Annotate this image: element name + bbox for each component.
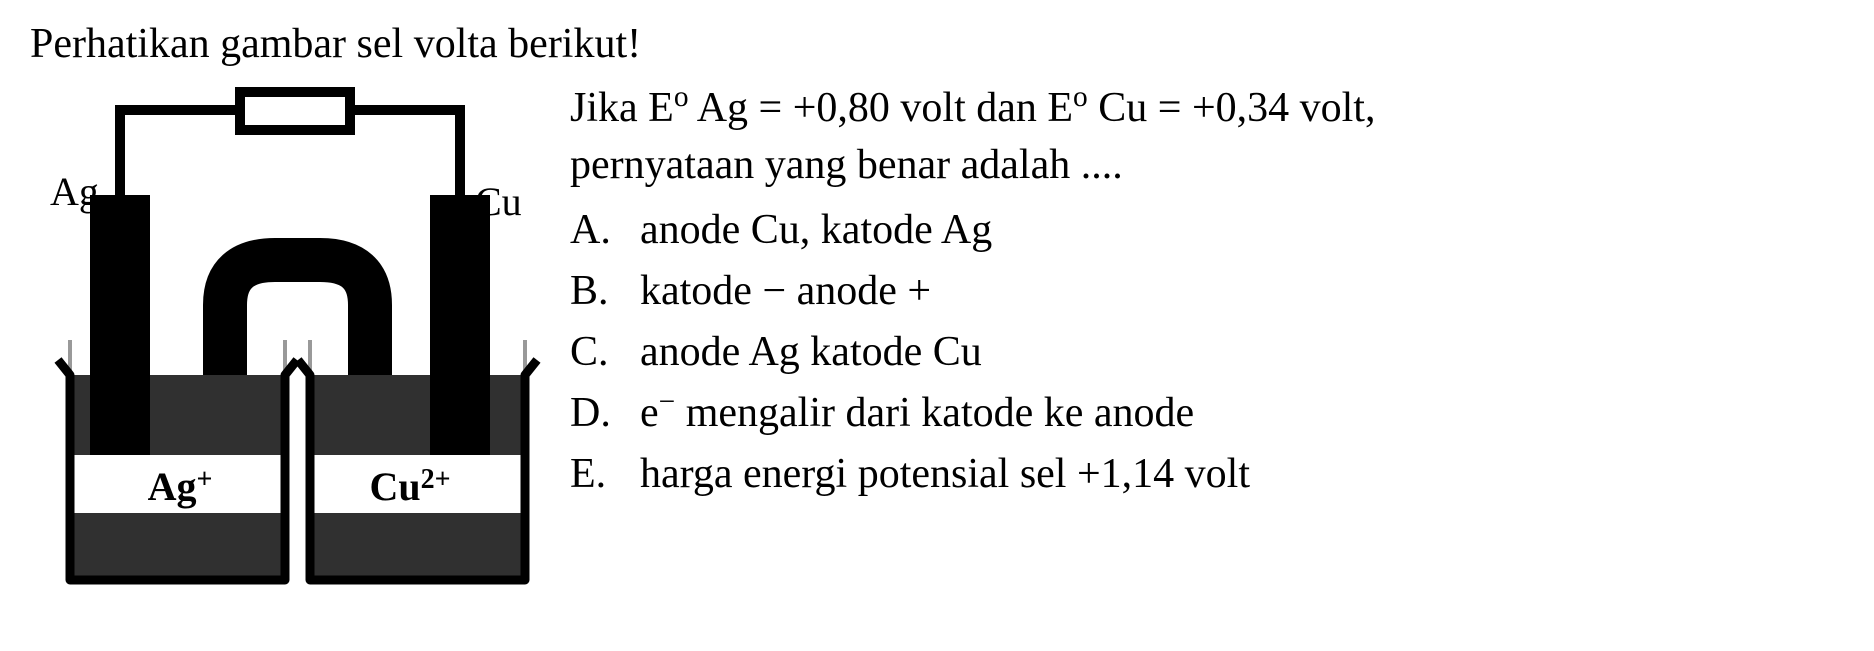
voltaic-cell-diagram: Ag Cu Ag+ xyxy=(30,80,560,600)
option-letter: A. xyxy=(570,201,640,260)
right-beaker: Cu2+ xyxy=(298,340,537,580)
options-list: A. anode Cu, katode Ag B. katode − anode… xyxy=(570,201,1844,503)
option-d: D. e− mengalir dari katode ke anode xyxy=(570,384,1844,443)
option-text: anode Cu, katode Ag xyxy=(640,201,1844,260)
option-text: e− mengalir dari katode ke anode xyxy=(640,384,1844,443)
option-b: B. katode − anode + xyxy=(570,262,1844,321)
question-text: Jika Eo Ag = +0,80 volt dan Eo Cu = +0,3… xyxy=(570,80,1844,193)
option-letter: C. xyxy=(570,323,640,382)
option-text: harga energi potensial sel +1,14 volt xyxy=(640,445,1844,504)
electrode-ag xyxy=(90,195,150,455)
label-cu-ion-base: Cu xyxy=(369,464,420,509)
question-title: Perhatikan gambar sel volta berikut! xyxy=(30,21,641,67)
option-letter: E. xyxy=(570,445,640,504)
option-e: E. harga energi potensial sel +1,14 volt xyxy=(570,445,1844,504)
option-a: A. anode Cu, katode Ag xyxy=(570,201,1844,260)
option-letter: B. xyxy=(570,262,640,321)
option-text: katode − anode + xyxy=(640,262,1844,321)
label-cu-ion-sup: 2+ xyxy=(421,464,451,495)
option-c: C. anode Ag katode Cu xyxy=(570,323,1844,382)
label-ag-ion-base: Ag xyxy=(148,464,197,509)
option-letter: D. xyxy=(570,384,640,443)
diagram-svg: Ag Cu Ag+ xyxy=(30,80,560,600)
option-text: anode Ag katode Cu xyxy=(640,323,1844,382)
electrode-cu xyxy=(430,195,490,455)
label-ag-ion-sup: + xyxy=(196,464,212,495)
